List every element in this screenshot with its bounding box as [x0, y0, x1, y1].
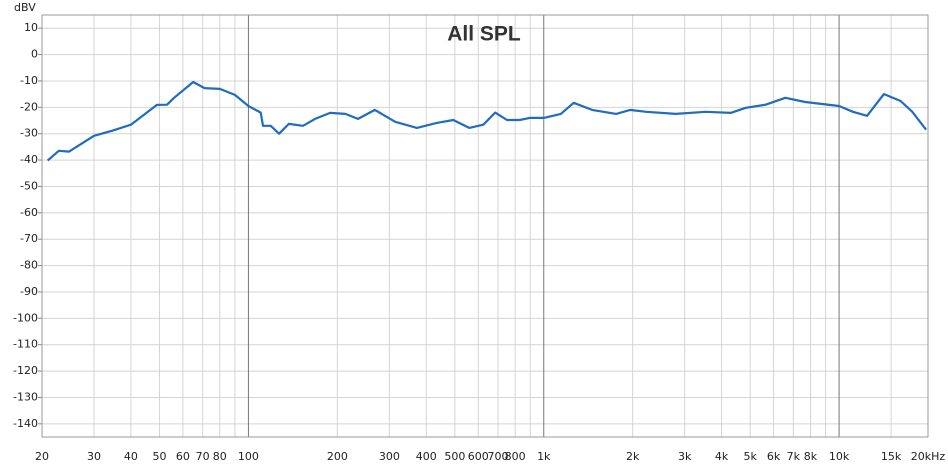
y-tick-label: -140 — [13, 417, 38, 430]
y-tick-label: -110 — [13, 338, 38, 351]
x-tick-label: 600 — [468, 450, 489, 463]
x-tick-label: 4k — [715, 450, 729, 463]
y-tick-label: -10 — [20, 74, 38, 87]
y-tick-label: 10 — [24, 21, 38, 34]
x-tick-label: 7k — [787, 450, 801, 463]
y-tick-label: -80 — [20, 259, 38, 272]
y-tick-label: -130 — [13, 390, 38, 403]
chart-title: All SPL — [447, 23, 521, 46]
x-tick-label: 300 — [379, 450, 400, 463]
x-tick-label: 20kHz — [911, 450, 946, 463]
x-tick-label: 80 — [213, 450, 227, 463]
x-tick-label: 5k — [744, 450, 758, 463]
y-tick-label: -20 — [20, 100, 38, 113]
x-tick-label: 60 — [176, 450, 190, 463]
x-tick-label: 15k — [881, 450, 902, 463]
x-tick-label: 700 — [488, 450, 509, 463]
x-tick-label: 50 — [153, 450, 167, 463]
x-tick-label: 70 — [196, 450, 210, 463]
x-tick-label: 2k — [626, 450, 640, 463]
y-tick-label: -100 — [13, 311, 38, 324]
x-tick-label: 100 — [238, 450, 259, 463]
x-tick-label: 40 — [124, 450, 138, 463]
y-axis-label: dBV — [14, 1, 36, 14]
x-tick-label: 800 — [505, 450, 526, 463]
x-tick-label: 6k — [767, 450, 781, 463]
x-tick-label: 8k — [804, 450, 818, 463]
y-tick-label: -120 — [13, 364, 38, 377]
y-tick-label: -70 — [20, 232, 38, 245]
y-tick-label: -60 — [20, 206, 38, 219]
x-tick-label: 400 — [416, 450, 437, 463]
y-tick-label: -50 — [20, 179, 38, 192]
x-tick-label: 1k — [537, 450, 551, 463]
x-tick-label: 20 — [35, 450, 49, 463]
plot-border — [41, 14, 929, 438]
y-tick-label: -30 — [20, 127, 38, 140]
data-line — [46, 80, 927, 162]
y-tick-label: -40 — [20, 153, 38, 166]
plot-area — [42, 15, 928, 437]
y-tick-label: -90 — [20, 285, 38, 298]
x-tick-label: 30 — [87, 450, 101, 463]
x-tick-label: 10k — [829, 450, 850, 463]
x-tick-label: 200 — [327, 450, 348, 463]
x-tick-label: 500 — [444, 450, 465, 463]
x-tick-label: 3k — [678, 450, 692, 463]
y-tick-label: 0 — [31, 48, 38, 61]
